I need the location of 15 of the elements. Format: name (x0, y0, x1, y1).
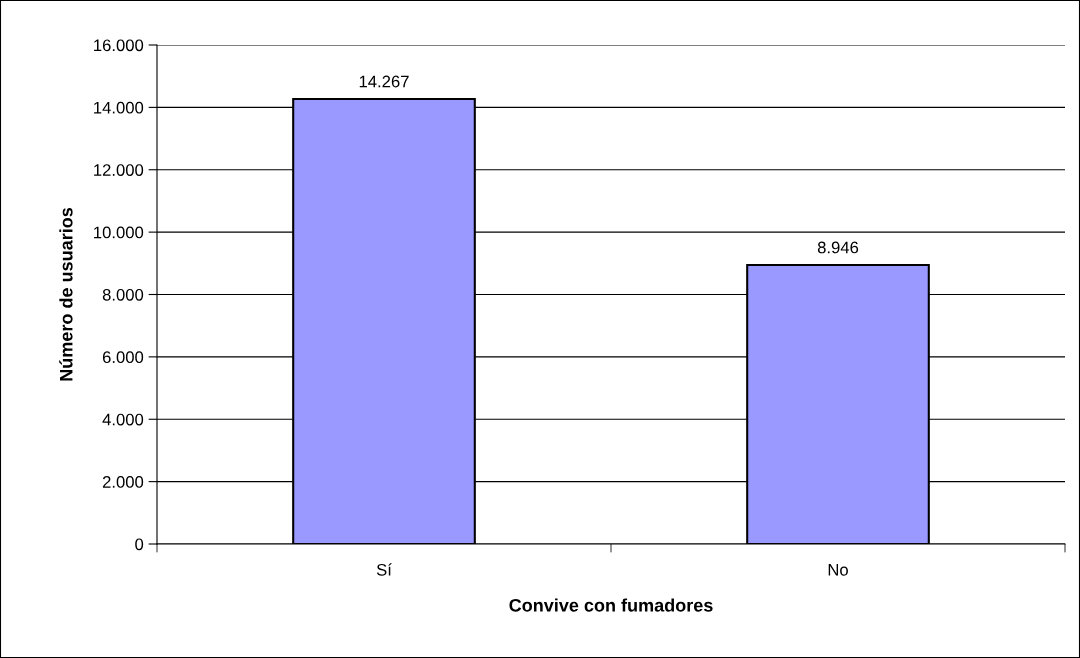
data-label: 14.267 (359, 75, 409, 88)
y-tick-label: 16.000 (94, 39, 144, 52)
x-tick-label: Sí (376, 563, 392, 576)
y-tick-label: 14.000 (94, 101, 144, 114)
y-tick-label: 12.000 (94, 164, 144, 176)
y-tick-label: 6.000 (102, 351, 144, 364)
y-tick-label: 2.000 (102, 476, 144, 488)
y-tick-label: 4.000 (102, 413, 144, 426)
y-axis-title: Número de usuarios (59, 207, 73, 381)
y-tick-label: 10.000 (94, 226, 144, 239)
x-axis-title: Convive con fumadores (509, 598, 713, 612)
y-tick-label: 0 (135, 538, 144, 551)
y-tick-label: 8.000 (102, 288, 144, 301)
x-tick-label: No (828, 564, 848, 576)
data-label: 8.946 (817, 241, 859, 254)
